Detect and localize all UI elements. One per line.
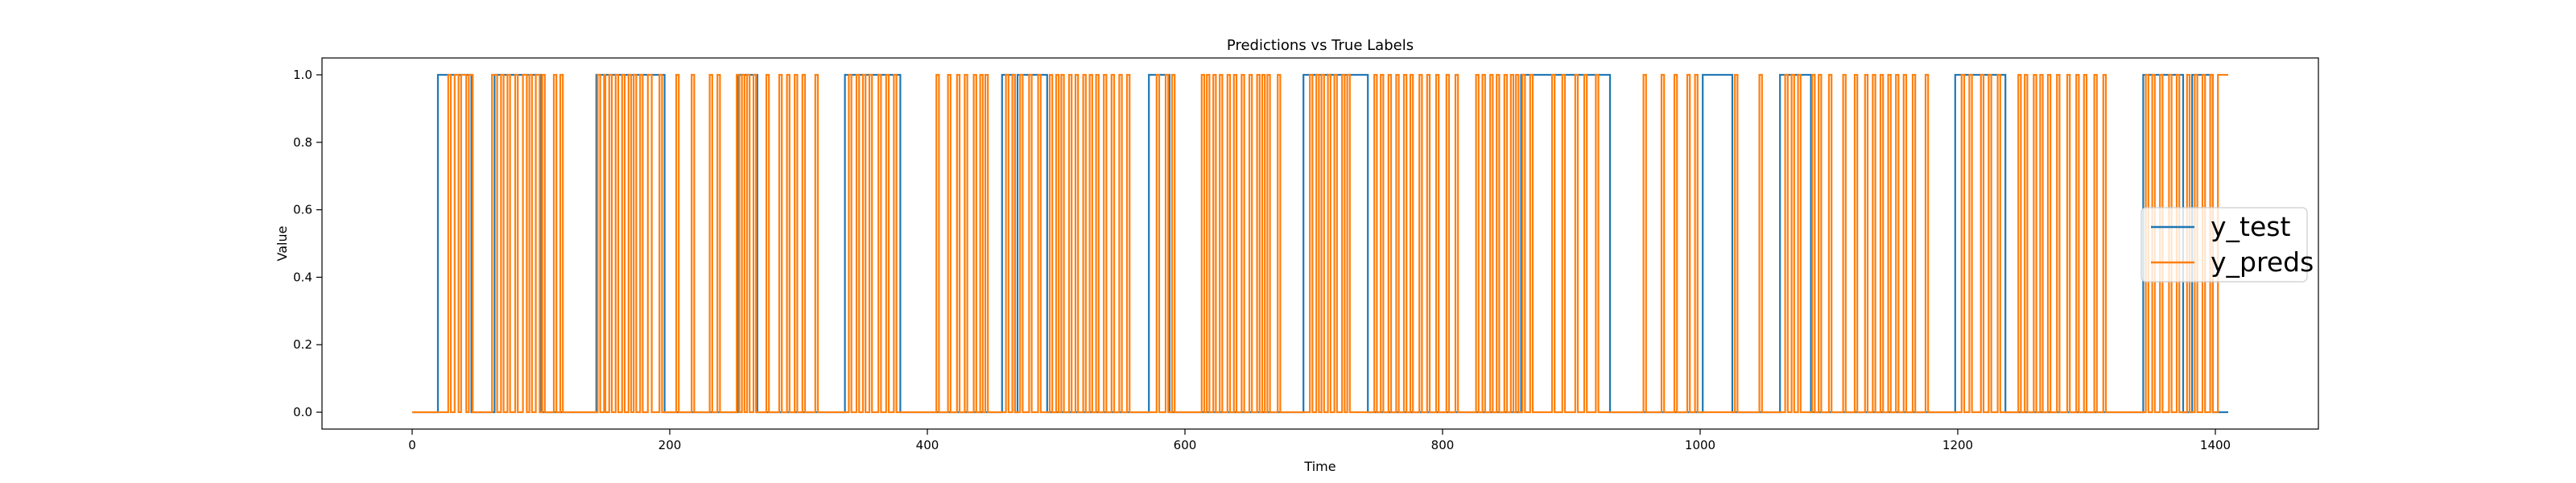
x-axis-label: Time [1303, 459, 1335, 474]
x-tick-label: 1400 [2200, 438, 2231, 452]
legend-label: y_preds [2211, 246, 2314, 278]
x-tick-label: 0 [408, 438, 416, 452]
x-tick-label: 1200 [1942, 438, 1973, 452]
chart-title: Predictions vs True Labels [1227, 37, 1414, 54]
series-layer [412, 73, 2228, 414]
y-tick-label: 0.2 [293, 337, 312, 352]
x-tick-label: 800 [1431, 438, 1455, 452]
x-axis: 0 200 400 600 800 1000 1200 1400 [408, 429, 2231, 452]
series-line-y-preds [412, 73, 2228, 414]
x-tick-label: 600 [1174, 438, 1197, 452]
y-tick-label: 0.4 [293, 270, 312, 284]
plot-frame [321, 57, 2319, 430]
x-tick-label: 400 [916, 438, 939, 452]
y-axis: 0.0 0.2 0.4 0.6 0.8 1.0 [293, 68, 322, 419]
y-tick-label: 1.0 [293, 68, 312, 82]
y-tick-label: 0.0 [293, 405, 312, 419]
y-tick-label: 0.6 [293, 203, 312, 217]
legend: y_test y_preds [2140, 207, 2314, 283]
x-tick-label: 1000 [1685, 438, 1715, 452]
y-axis-label: Value [275, 226, 290, 262]
legend-label: y_test [2211, 211, 2290, 242]
x-tick-label: 200 [658, 438, 682, 452]
y-tick-label: 0.8 [293, 135, 312, 150]
